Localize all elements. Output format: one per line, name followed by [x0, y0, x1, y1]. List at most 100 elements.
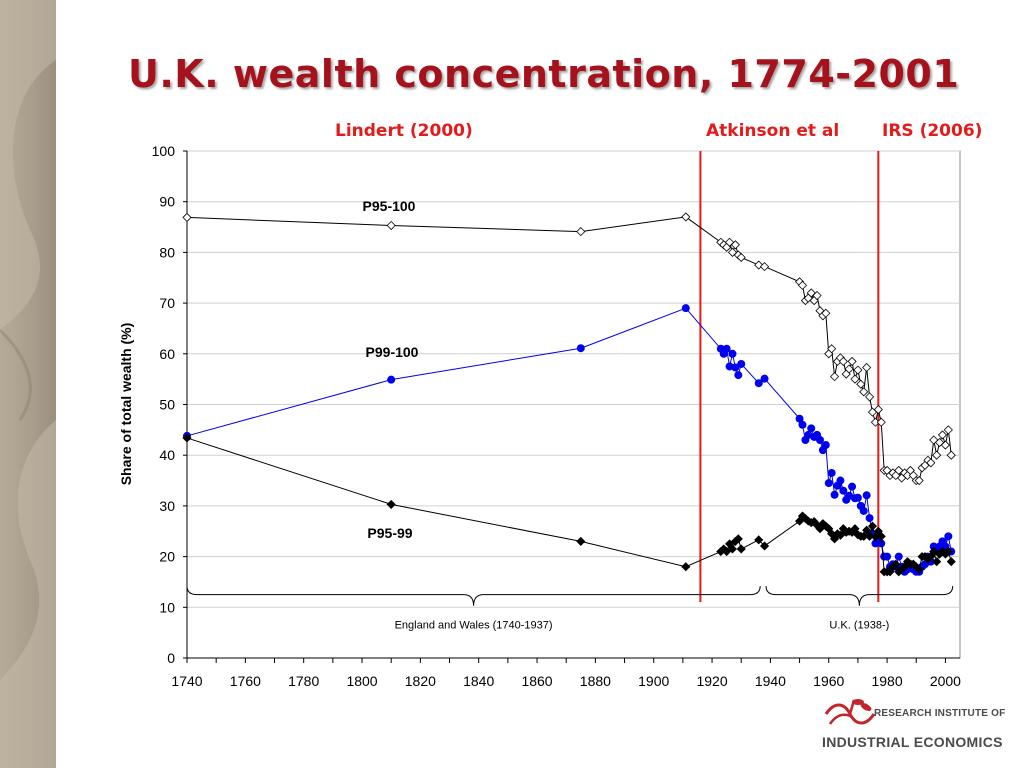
data-point-p99-100: [815, 435, 824, 444]
x-tick-label: 1980: [871, 673, 902, 689]
data-point-p95-100: [914, 475, 924, 486]
data-point-p95-99: [865, 531, 875, 541]
brace-uk: [765, 585, 954, 606]
x-tick-label: 1740: [171, 673, 202, 689]
data-point-p95-100: [844, 364, 854, 374]
data-point-p95-99: [943, 546, 953, 557]
x-tick-label: 1880: [580, 673, 611, 689]
data-point-p95-99: [876, 531, 886, 541]
data-point-p99-100: [862, 491, 871, 500]
data-point-p95-100: [937, 430, 948, 440]
data-point-p99-100: [859, 506, 868, 515]
data-point-p95-100: [797, 280, 808, 290]
logo-text-line1: RESEARCH INSTITUTE OF: [874, 708, 1006, 719]
logo-text-line2: INDUSTRIAL ECONOMICS: [822, 734, 1003, 750]
data-point-p99-100: [871, 539, 880, 548]
data-point-p95-100: [850, 374, 860, 384]
data-point-p99-100: [836, 476, 845, 485]
data-point-p99-100: [848, 482, 857, 491]
data-point-p99-100: [760, 374, 769, 383]
data-point-p95-100: [865, 392, 875, 402]
data-point-p95-100: [576, 227, 586, 237]
series-label-p99-100: P99-100: [366, 344, 419, 360]
data-point-p95-100: [827, 344, 837, 354]
data-point-p99-100: [734, 371, 743, 380]
data-point-p95-99: [733, 534, 743, 544]
slide-title: U.K. wealth concentration, 1774-2001: [128, 52, 960, 96]
rie-logo: RESEARCH INSTITUTE OF INDUSTRIAL ECONOMI…: [818, 698, 1018, 756]
y-tick-label: 100: [152, 143, 176, 159]
y-tick-label: 10: [159, 599, 175, 615]
data-point-p95-100: [730, 240, 740, 250]
data-point-p95-100: [681, 212, 691, 222]
data-point-p99-100: [839, 486, 848, 495]
y-axis-title: Share of total wealth (%): [118, 323, 134, 486]
data-point-p95-100: [759, 262, 770, 272]
x-tick-label: 1780: [288, 673, 319, 689]
data-point-p99-100: [798, 420, 807, 429]
brace-england-wales: [186, 585, 761, 606]
data-point-p95-100: [853, 365, 863, 375]
data-point-p95-99: [681, 562, 691, 572]
x-tick-label: 1960: [813, 673, 844, 689]
data-point-p99-100: [944, 532, 953, 541]
data-point-p99-100: [883, 552, 892, 561]
y-tick-label: 20: [159, 549, 175, 565]
data-point-p95-99: [914, 564, 924, 574]
data-point-p99-100: [731, 363, 740, 372]
data-point-p95-100: [859, 387, 869, 397]
data-point-p95-100: [876, 417, 886, 427]
y-tick-label: 90: [159, 194, 175, 210]
brace-label-uk: U.K. (1938-): [829, 620, 889, 632]
data-point-p95-100: [821, 308, 831, 318]
x-tick-label: 1940: [755, 673, 786, 689]
series-label-p95-99: P95-99: [367, 525, 412, 541]
data-point-p95-99: [850, 524, 860, 534]
data-point-p95-100: [838, 356, 848, 366]
data-point-p95-100: [182, 212, 192, 222]
data-point-p99-100: [830, 490, 839, 499]
data-point-p95-100: [862, 362, 872, 373]
data-point-p95-100: [940, 440, 950, 450]
source-label-irs: IRS (2006): [882, 121, 983, 141]
y-tick-label: 60: [159, 346, 175, 362]
data-point-p99-100: [877, 539, 886, 548]
data-point-p99-100: [821, 441, 830, 450]
x-tick-label: 1860: [521, 673, 552, 689]
data-point-p99-100: [853, 493, 862, 502]
x-tick-label: 1800: [346, 673, 377, 689]
data-point-p95-99: [891, 559, 901, 569]
brace-label-england-wales: England and Wales (1740-1937): [395, 620, 553, 632]
data-point-p99-100: [387, 375, 396, 384]
data-point-p95-99: [754, 535, 764, 545]
data-point-p99-100: [576, 344, 585, 353]
data-point-p99-100: [827, 468, 836, 477]
data-point-p95-99: [759, 541, 770, 551]
data-point-p95-100: [386, 220, 396, 231]
x-tick-label: 1820: [405, 673, 436, 689]
data-point-p95-100: [856, 379, 866, 389]
data-point-p99-100: [795, 414, 804, 423]
data-point-p99-100: [894, 552, 903, 561]
x-tick-label: 2000: [930, 673, 961, 689]
y-tick-label: 80: [159, 244, 175, 260]
y-tick-label: 0: [167, 650, 175, 666]
y-tick-label: 70: [159, 295, 175, 311]
source-label-atkinson: Atkinson et al: [706, 121, 840, 141]
data-point-p95-99: [932, 557, 942, 567]
data-point-p95-99: [862, 525, 872, 535]
data-point-p95-100: [943, 425, 953, 435]
data-point-p99-100: [681, 304, 690, 313]
logo-mark-icon: [824, 699, 876, 725]
data-point-p99-100: [807, 424, 816, 433]
data-point-p95-100: [873, 405, 883, 415]
source-label-lindert: Lindert (2000): [335, 121, 473, 141]
y-tick-label: 30: [159, 498, 175, 514]
data-point-p99-100: [865, 514, 874, 523]
x-tick-label: 1840: [463, 673, 494, 689]
data-point-p95-99: [576, 536, 586, 546]
data-point-p95-100: [736, 252, 746, 263]
x-tick-label: 1900: [638, 673, 669, 689]
x-tick-label: 1760: [230, 673, 261, 689]
data-point-p95-100: [946, 450, 956, 460]
